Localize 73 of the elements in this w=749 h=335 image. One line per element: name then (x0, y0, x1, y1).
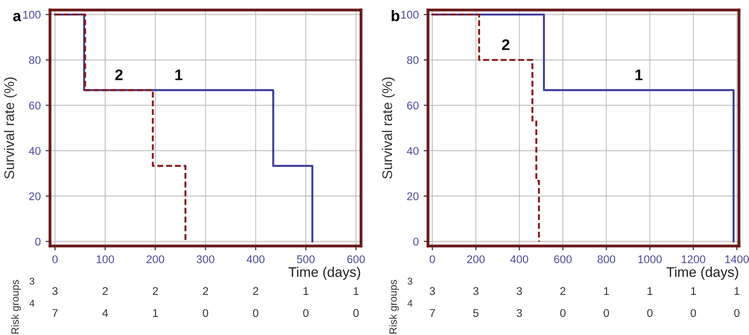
x-tick-label: 200 (146, 255, 164, 264)
text: 1 (354, 287, 359, 295)
text: 0 (202, 309, 208, 317)
text: 7 (430, 309, 435, 317)
x-tick-label: 400 (246, 255, 264, 264)
x-tick-label: 1400 (725, 255, 749, 264)
x-tick-label: 0 (52, 255, 58, 264)
text: 3 (473, 287, 478, 295)
x-tick-label: 600 (554, 255, 572, 264)
text: 3 (516, 309, 522, 317)
text: 0 (560, 309, 566, 317)
text: 2 (102, 287, 108, 295)
series-label: 2 (502, 39, 510, 50)
text: 5 (473, 309, 478, 317)
series-label: 1 (635, 70, 643, 80)
y-tick-label: 40 (28, 146, 41, 155)
chart-title: a (13, 12, 22, 22)
y-tick-label: 80 (407, 56, 419, 64)
y-tick-label: 0 (413, 238, 419, 246)
x-axis-title: Time (days) (666, 266, 738, 280)
x-tick-label: 200 (467, 255, 485, 264)
y-tick-label: 0 (35, 238, 41, 246)
text: 3 (430, 287, 435, 295)
text: 1 (648, 287, 652, 295)
text: 2 (152, 287, 158, 295)
y-tick-label: 40 (406, 146, 419, 155)
text: 2 (560, 287, 566, 295)
x-axis-title: Time (days) (288, 266, 360, 280)
x-tick-label: 500 (297, 255, 315, 264)
text: 0 (253, 309, 258, 317)
text: 0 (690, 309, 696, 317)
x-tick-label: 100 (96, 255, 114, 264)
text: 0 (303, 309, 308, 317)
text: 2 (253, 287, 258, 295)
y-tick-label: 60 (407, 102, 419, 110)
text: 1 (691, 287, 696, 295)
text: 1 (153, 309, 158, 317)
text: 3 (30, 278, 34, 285)
text: 1 (604, 287, 609, 295)
x-tick-label: 300 (196, 255, 214, 264)
text: 0 (734, 309, 740, 317)
x-tick-label: 1200 (682, 255, 706, 264)
text: 3 (516, 287, 522, 295)
x-tick-label: 400 (510, 255, 528, 264)
y-tick-label: 100 (23, 10, 41, 19)
text: 1 (304, 287, 308, 295)
x-tick-label: 600 (347, 255, 365, 264)
x-tick-label: 0 (430, 255, 436, 264)
x-tick-label: 1000 (638, 255, 662, 264)
x-tick-label: 800 (598, 255, 616, 264)
y-tick-label: 60 (29, 102, 41, 110)
text: Risk groups (389, 280, 399, 334)
series-label: 2 (115, 69, 123, 80)
text: 1 (734, 287, 740, 295)
text: 0 (353, 309, 359, 317)
text: 3 (52, 287, 58, 295)
text: 0 (647, 309, 652, 317)
y-axis-title: Survival rate (%) (4, 78, 17, 179)
y-tick-label: 100 (401, 10, 419, 19)
y-tick-label: 80 (29, 56, 41, 64)
chart-title: b (392, 10, 400, 22)
text: 3 (408, 278, 412, 285)
series-label: 1 (175, 70, 182, 80)
text: 4 (408, 300, 412, 307)
y-tick-label: 20 (407, 192, 419, 200)
text: 2 (202, 287, 208, 295)
text: 7 (52, 309, 58, 317)
text: 4 (102, 309, 108, 317)
text: 4 (30, 300, 34, 307)
text: Risk groups (11, 280, 21, 334)
y-axis-title: Survival rate (%) (382, 78, 395, 179)
text: 0 (604, 309, 609, 317)
y-tick-label: 20 (29, 192, 41, 200)
